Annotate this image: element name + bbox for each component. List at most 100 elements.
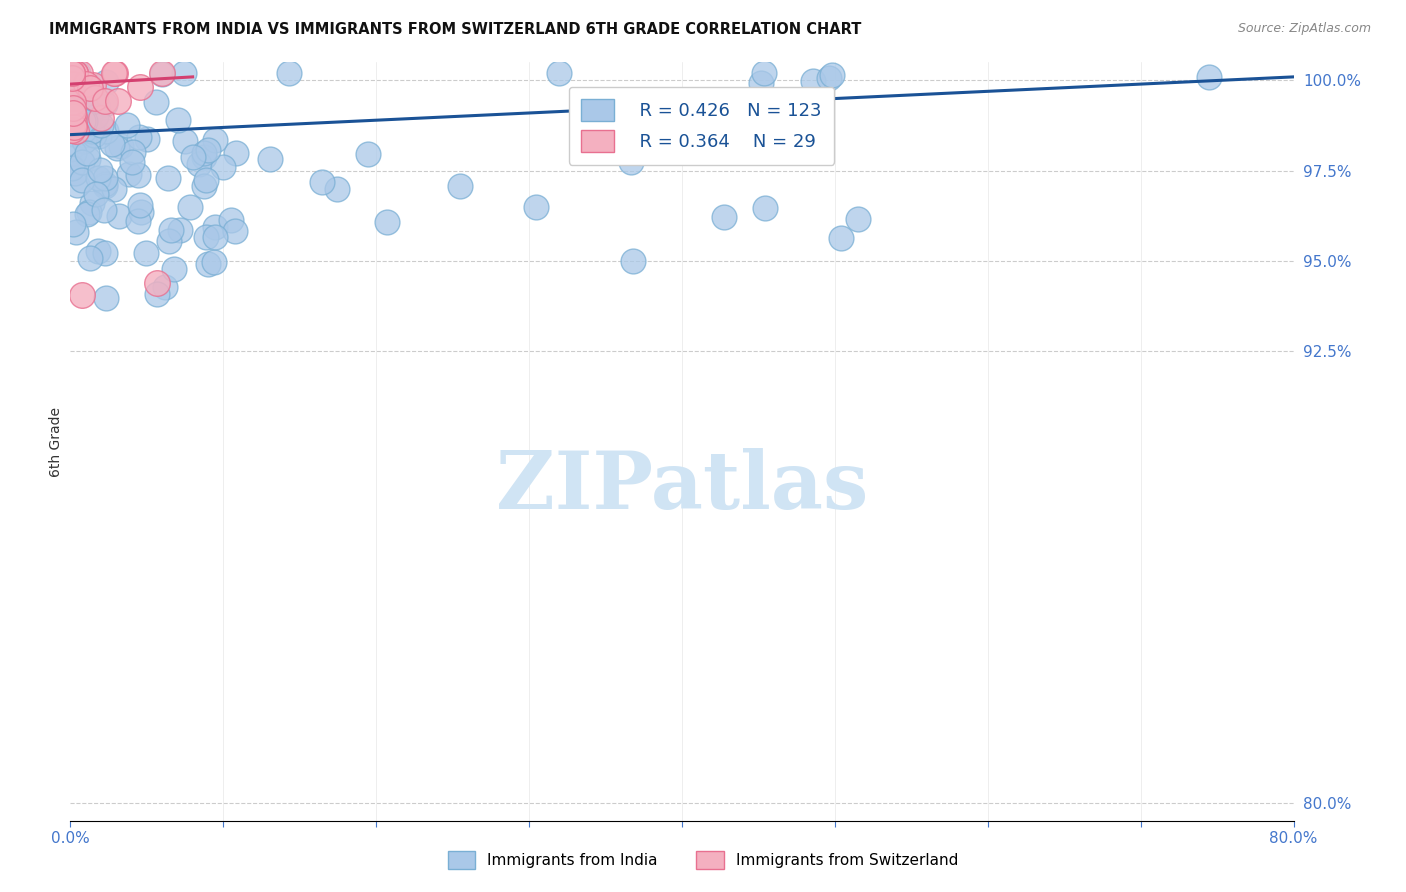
Point [752,66,775,80]
Point [66,117,89,131]
Legend: Immigrants from India, Immigrants from Switzerland: Immigrants from India, Immigrants from S… [441,845,965,875]
Point [72,128,94,142]
Point [80,195,103,210]
Point [60,119,83,133]
Point [174,134,197,148]
Point [548,66,571,80]
Point [62,106,84,120]
Point [67,120,90,135]
Point [118,167,141,181]
Y-axis label: 6th Grade: 6th Grade [49,407,63,476]
Point [818,71,841,86]
Point [162,261,184,276]
Point [754,201,776,215]
Point [204,133,226,147]
Point [66,118,89,132]
Point [63,66,86,80]
Point [128,130,150,145]
Point [193,145,215,160]
Point [145,95,167,110]
Point [224,224,246,238]
Point [79,251,101,265]
Point [136,132,159,146]
Point [127,168,149,182]
Point [66,66,89,80]
Point [197,143,219,157]
Point [83,128,105,142]
Point [87,99,110,113]
Point [63,109,86,123]
Point [60,123,83,137]
Point [524,200,547,214]
Point [108,209,131,223]
Point [67,116,90,130]
Point [375,215,398,229]
Point [830,231,852,245]
Point [135,246,157,260]
Point [129,80,152,95]
Point [67,80,90,95]
Point [63,120,86,135]
Point [60,140,83,154]
Point [146,286,169,301]
Point [94,75,117,89]
Point [450,179,472,194]
Point [326,182,349,196]
Point [63,145,86,160]
Point [96,124,118,138]
Point [79,81,101,95]
Point [67,112,90,127]
Point [159,223,181,237]
Point [70,155,93,169]
Point [194,173,217,187]
Point [67,86,90,100]
Point [127,214,149,228]
Point [66,178,89,192]
Point [821,68,844,82]
Point [76,116,98,130]
Text: Source: ZipAtlas.com: Source: ZipAtlas.com [1237,22,1371,36]
Point [122,145,145,160]
Point [204,230,226,244]
Point [103,66,125,80]
Point [197,257,219,271]
Point [77,205,100,219]
Point [621,254,644,268]
Point [84,186,107,201]
Point [129,198,152,212]
Point [60,161,83,175]
Point [86,109,108,123]
Point [70,288,93,302]
Point [60,77,83,91]
Point [179,200,201,214]
Point [357,146,380,161]
Point [105,140,128,154]
Point [75,77,97,91]
Point [93,97,115,112]
Point [193,150,215,164]
Point [65,124,87,138]
Point [77,152,100,166]
Point [94,178,117,193]
Point [65,66,87,80]
Point [278,66,301,80]
Legend:   R = 0.426   N = 123,   R = 0.364    N = 29: R = 0.426 N = 123, R = 0.364 N = 29 [568,87,834,165]
Point [94,291,117,305]
Point [76,146,98,161]
Point [713,211,735,225]
Point [60,66,83,80]
Point [153,280,176,294]
Point [121,155,143,169]
Point [63,116,86,130]
Point [65,166,87,180]
Point [166,113,188,128]
Point [90,112,112,126]
Point [62,105,84,120]
Point [846,212,869,227]
Point [72,113,94,128]
Point [181,150,204,164]
Point [94,170,117,185]
Point [110,139,132,153]
Point [156,170,179,185]
Point [129,204,152,219]
